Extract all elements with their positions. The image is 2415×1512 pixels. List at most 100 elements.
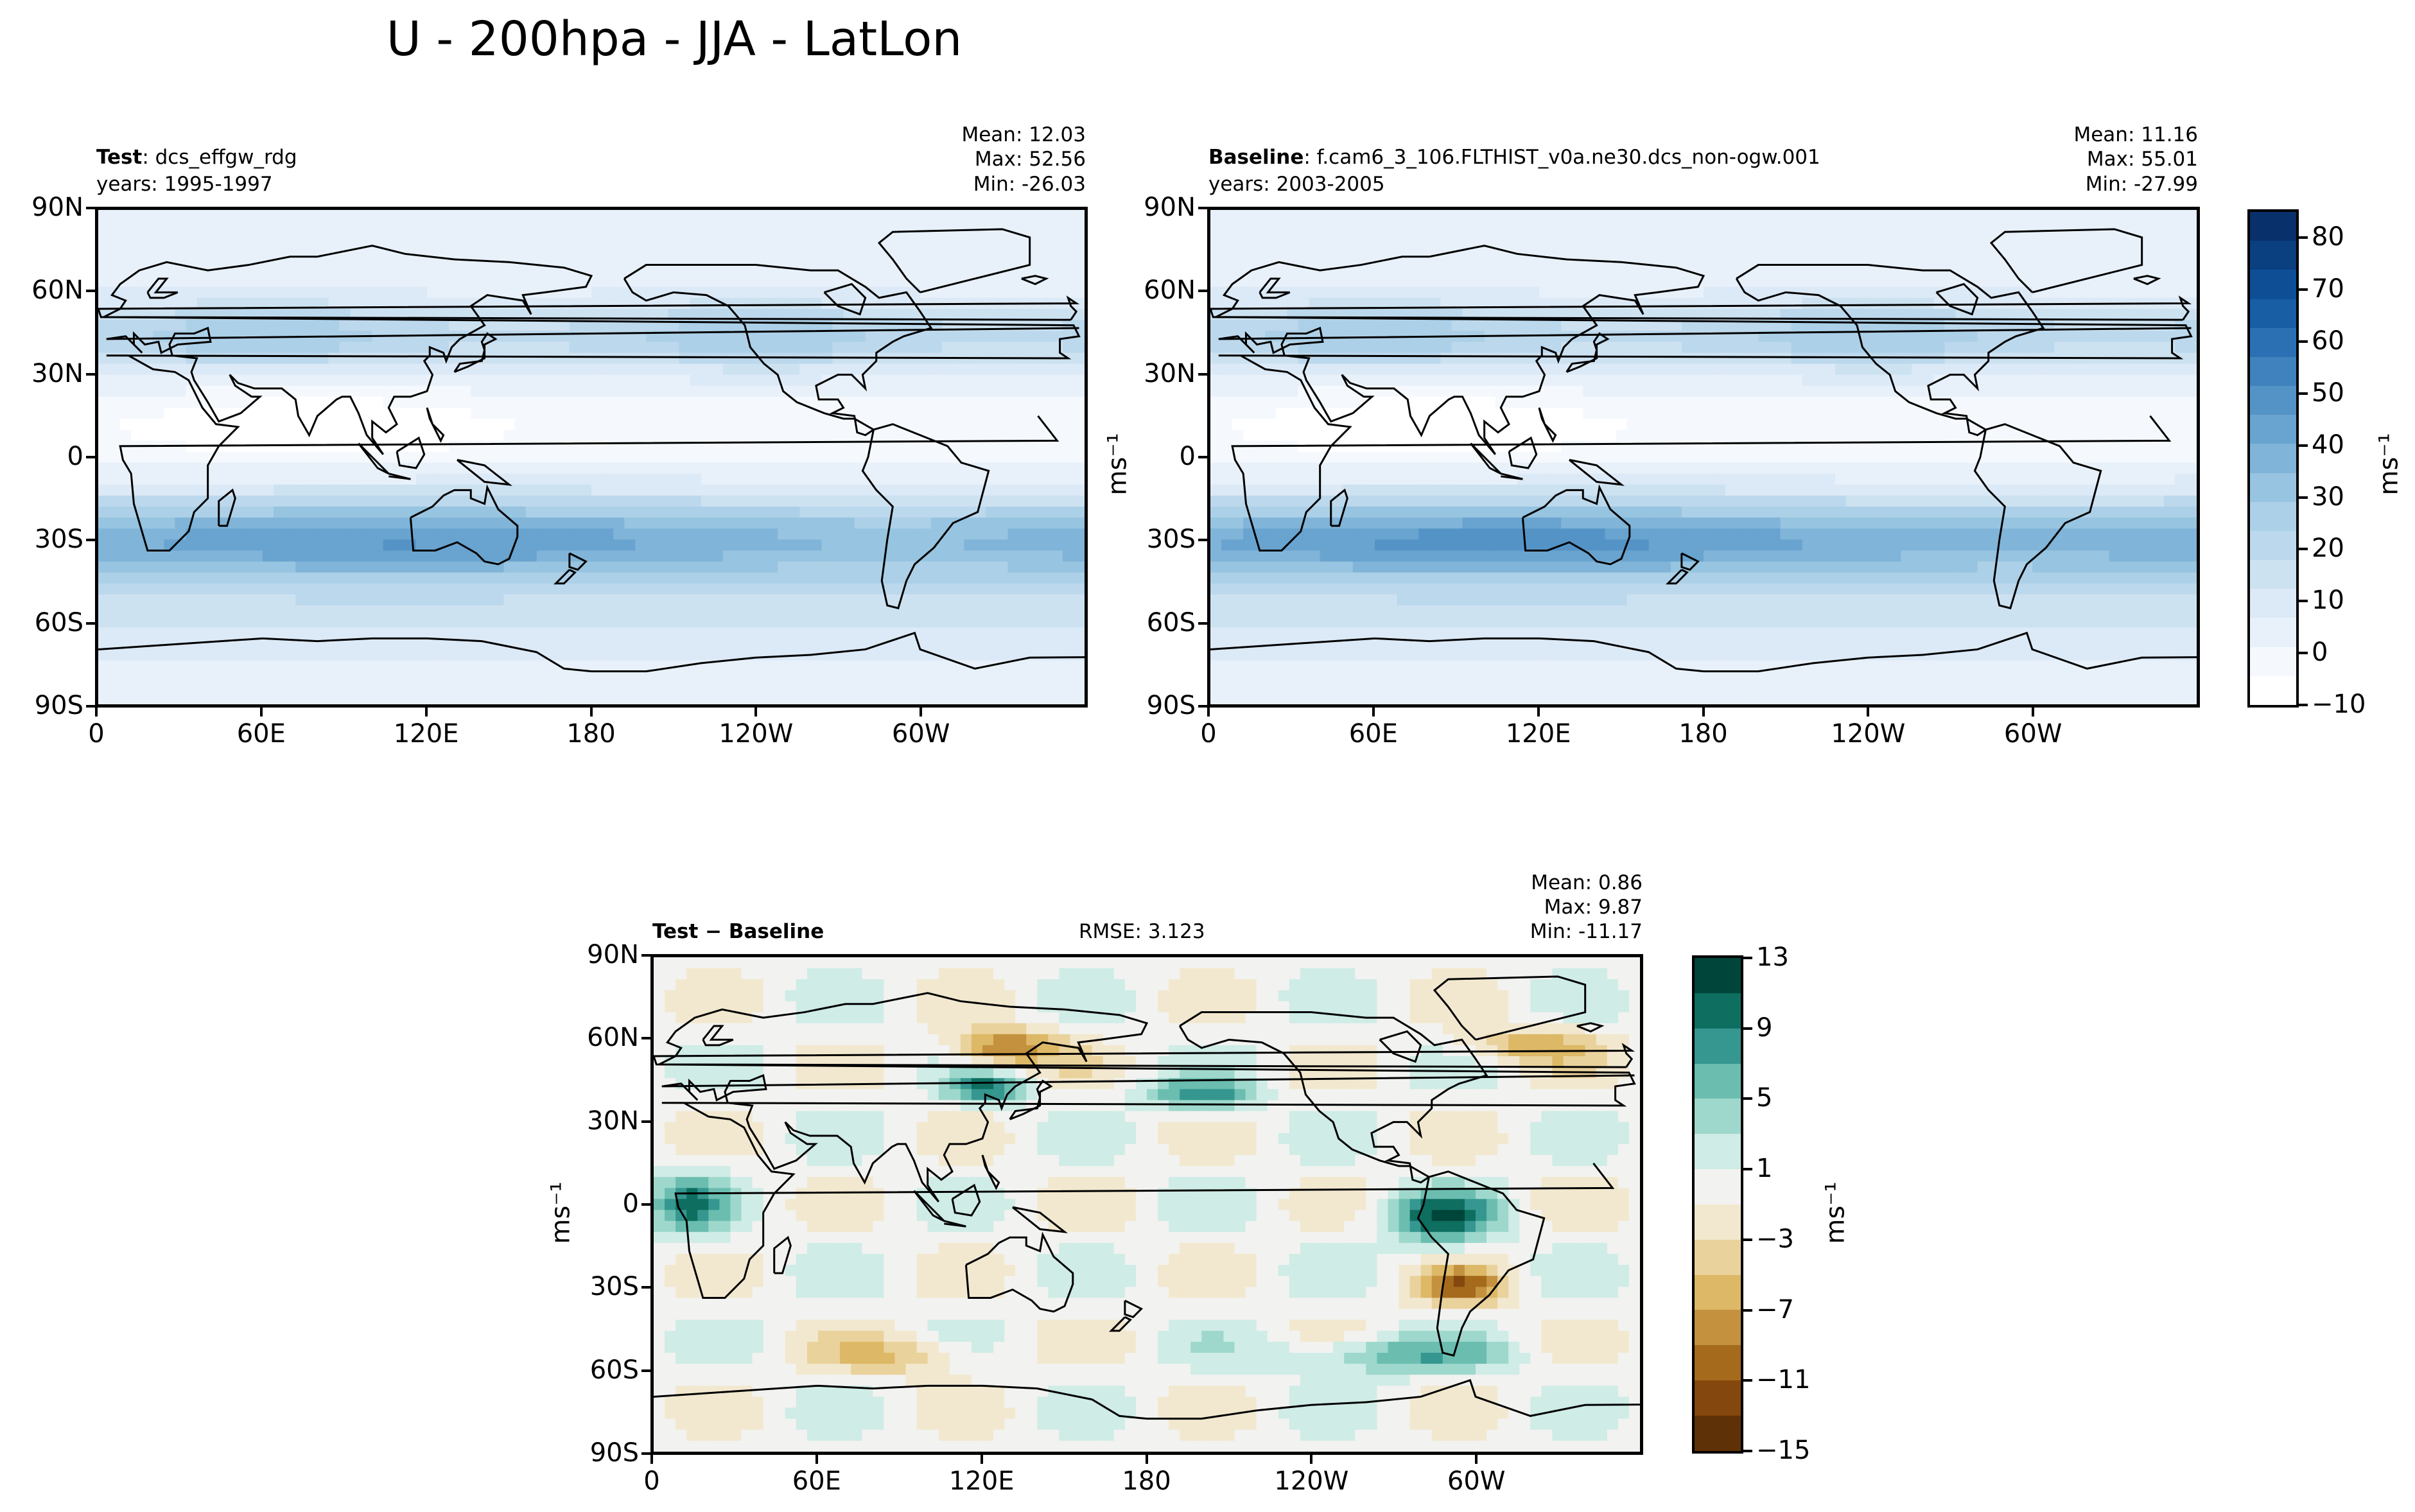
field-cell bbox=[1073, 352, 1085, 365]
field-cell bbox=[1007, 286, 1020, 299]
field-cell bbox=[1747, 265, 1759, 277]
field-cell bbox=[701, 594, 713, 607]
field-cell bbox=[690, 517, 702, 530]
field-cell bbox=[690, 243, 702, 255]
field-cell bbox=[339, 517, 351, 530]
field-cell bbox=[646, 352, 658, 365]
field-cell bbox=[701, 649, 713, 661]
field-cell bbox=[942, 408, 954, 420]
field-cell bbox=[1626, 275, 1639, 288]
field-cell bbox=[263, 495, 275, 508]
field-cell bbox=[997, 594, 1009, 607]
field-cell bbox=[1051, 275, 1064, 288]
field-cell bbox=[1386, 297, 1398, 310]
field-cell bbox=[109, 451, 121, 464]
coastline bbox=[427, 408, 444, 440]
field-cell bbox=[832, 517, 844, 530]
field-cell bbox=[109, 561, 121, 573]
field-cell bbox=[1363, 286, 1376, 299]
field-cell bbox=[920, 275, 932, 288]
field-cell bbox=[1007, 408, 1020, 420]
field-cell bbox=[898, 440, 911, 453]
field-cell bbox=[1051, 671, 1064, 684]
field-cell bbox=[898, 660, 911, 672]
field-cell bbox=[909, 342, 921, 354]
field-cell bbox=[657, 352, 669, 365]
field-cell bbox=[317, 352, 329, 365]
field-cell bbox=[1040, 616, 1053, 629]
field-cell bbox=[471, 275, 483, 288]
field-cell bbox=[1029, 331, 1042, 343]
field-cell bbox=[251, 374, 264, 387]
field-cell bbox=[471, 451, 483, 464]
field-cell bbox=[1408, 297, 1420, 310]
field-cell bbox=[1616, 254, 1628, 266]
field-cell bbox=[361, 649, 373, 661]
field-cell bbox=[131, 221, 143, 233]
field-cell bbox=[2120, 275, 2132, 288]
field-cell bbox=[942, 232, 954, 244]
field-cell bbox=[646, 572, 658, 585]
field-cell bbox=[920, 627, 932, 639]
field-cell bbox=[1845, 297, 1858, 310]
field-cell bbox=[778, 408, 790, 420]
field-cell bbox=[438, 297, 450, 310]
field-cell bbox=[493, 660, 505, 672]
field-cell bbox=[657, 473, 669, 486]
field-cell bbox=[2065, 286, 2077, 299]
field-cell bbox=[722, 495, 735, 508]
field-cell bbox=[1341, 286, 1354, 299]
field-cell bbox=[1062, 440, 1075, 453]
field-cell bbox=[733, 243, 746, 255]
field-cell bbox=[350, 605, 362, 618]
field-cell bbox=[931, 408, 943, 420]
field-cell bbox=[756, 605, 768, 618]
field-cell bbox=[821, 638, 833, 650]
field-cell bbox=[789, 583, 801, 596]
field-cell bbox=[196, 517, 209, 530]
field-cell bbox=[306, 210, 318, 222]
field-cell bbox=[789, 254, 801, 266]
field-cell bbox=[1375, 221, 1387, 233]
field-cell bbox=[284, 243, 297, 255]
field-cell bbox=[1073, 265, 1085, 277]
field-cell bbox=[711, 495, 724, 508]
field-cell bbox=[931, 331, 943, 343]
field-cell bbox=[646, 693, 658, 704]
field-cell bbox=[1309, 286, 1321, 299]
field-cell bbox=[1912, 243, 1924, 255]
field-cell bbox=[514, 638, 527, 650]
field-cell bbox=[317, 275, 329, 288]
field-cell bbox=[536, 484, 549, 497]
field-cell bbox=[602, 462, 615, 474]
field-cell bbox=[196, 616, 209, 629]
field-cell bbox=[986, 583, 998, 596]
field-cell bbox=[767, 275, 779, 288]
field-cell bbox=[471, 221, 483, 233]
field-cell bbox=[120, 342, 132, 354]
field-cell bbox=[964, 507, 976, 519]
field-cell bbox=[525, 572, 537, 585]
field-cell bbox=[328, 342, 340, 354]
field-cell bbox=[405, 649, 417, 661]
field-cell bbox=[931, 572, 943, 585]
field-cell bbox=[711, 286, 724, 299]
field-cell bbox=[865, 561, 878, 573]
field-cell bbox=[120, 605, 132, 618]
field-cell bbox=[679, 649, 691, 661]
field-cell bbox=[120, 363, 132, 376]
field-cell bbox=[909, 265, 921, 277]
field-cell bbox=[778, 561, 790, 573]
field-cell bbox=[361, 583, 373, 596]
field-cell bbox=[679, 627, 691, 639]
field-cell bbox=[789, 210, 801, 222]
field-cell bbox=[624, 649, 636, 661]
field-cell bbox=[1879, 275, 1891, 288]
field-cell bbox=[251, 561, 264, 573]
field-cell bbox=[175, 430, 187, 442]
field-cell bbox=[383, 385, 396, 398]
field-cell bbox=[449, 616, 461, 629]
field-cell bbox=[854, 232, 866, 244]
field-cell bbox=[953, 528, 965, 541]
field-cell bbox=[207, 594, 220, 607]
